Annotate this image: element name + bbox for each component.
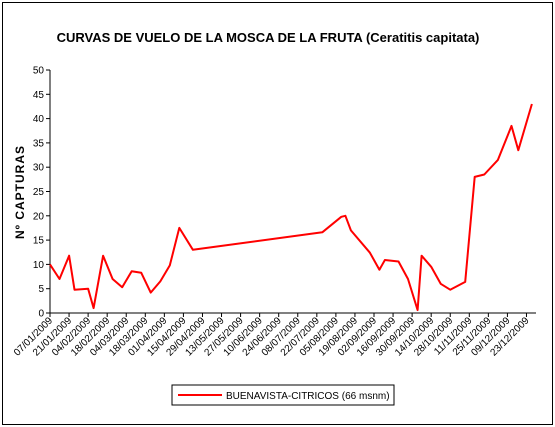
y-tick-label: 45 — [33, 90, 45, 101]
legend-label: BUENAVISTA-CITRICOS (66 msnm) — [226, 391, 390, 402]
series-line — [49, 103, 533, 312]
y-tick-label: 50 — [33, 66, 45, 77]
chart-title: CURVAS DE VUELO DE LA MOSCA DE LA FRUTA … — [57, 30, 480, 45]
y-tick-label: 0 — [38, 309, 44, 320]
y-tick-label: 15 — [33, 236, 45, 247]
legend-box — [171, 384, 395, 406]
y-tick-label: 40 — [33, 114, 45, 125]
y-tick-label: 35 — [33, 138, 45, 149]
y-axis-label: Nº CAPTURAS — [13, 145, 27, 239]
y-tick-label: 30 — [33, 163, 45, 174]
chart-title-main: CURVAS DE VUELO DE LA MOSCA DE LA FRUTA — [57, 30, 364, 45]
legend: BUENAVISTA-CITRICOS (66 msnm) — [171, 384, 395, 406]
y-tick-label: 5 — [38, 284, 44, 295]
y-tick-label: 20 — [33, 211, 45, 222]
y-tick-label: 10 — [33, 260, 45, 271]
chart-title-species: (Ceratitis capitata) — [366, 30, 479, 45]
plot-area: 0510152025303540455007/01/200921/01/2009… — [12, 66, 536, 359]
y-tick-label: 25 — [33, 187, 45, 198]
